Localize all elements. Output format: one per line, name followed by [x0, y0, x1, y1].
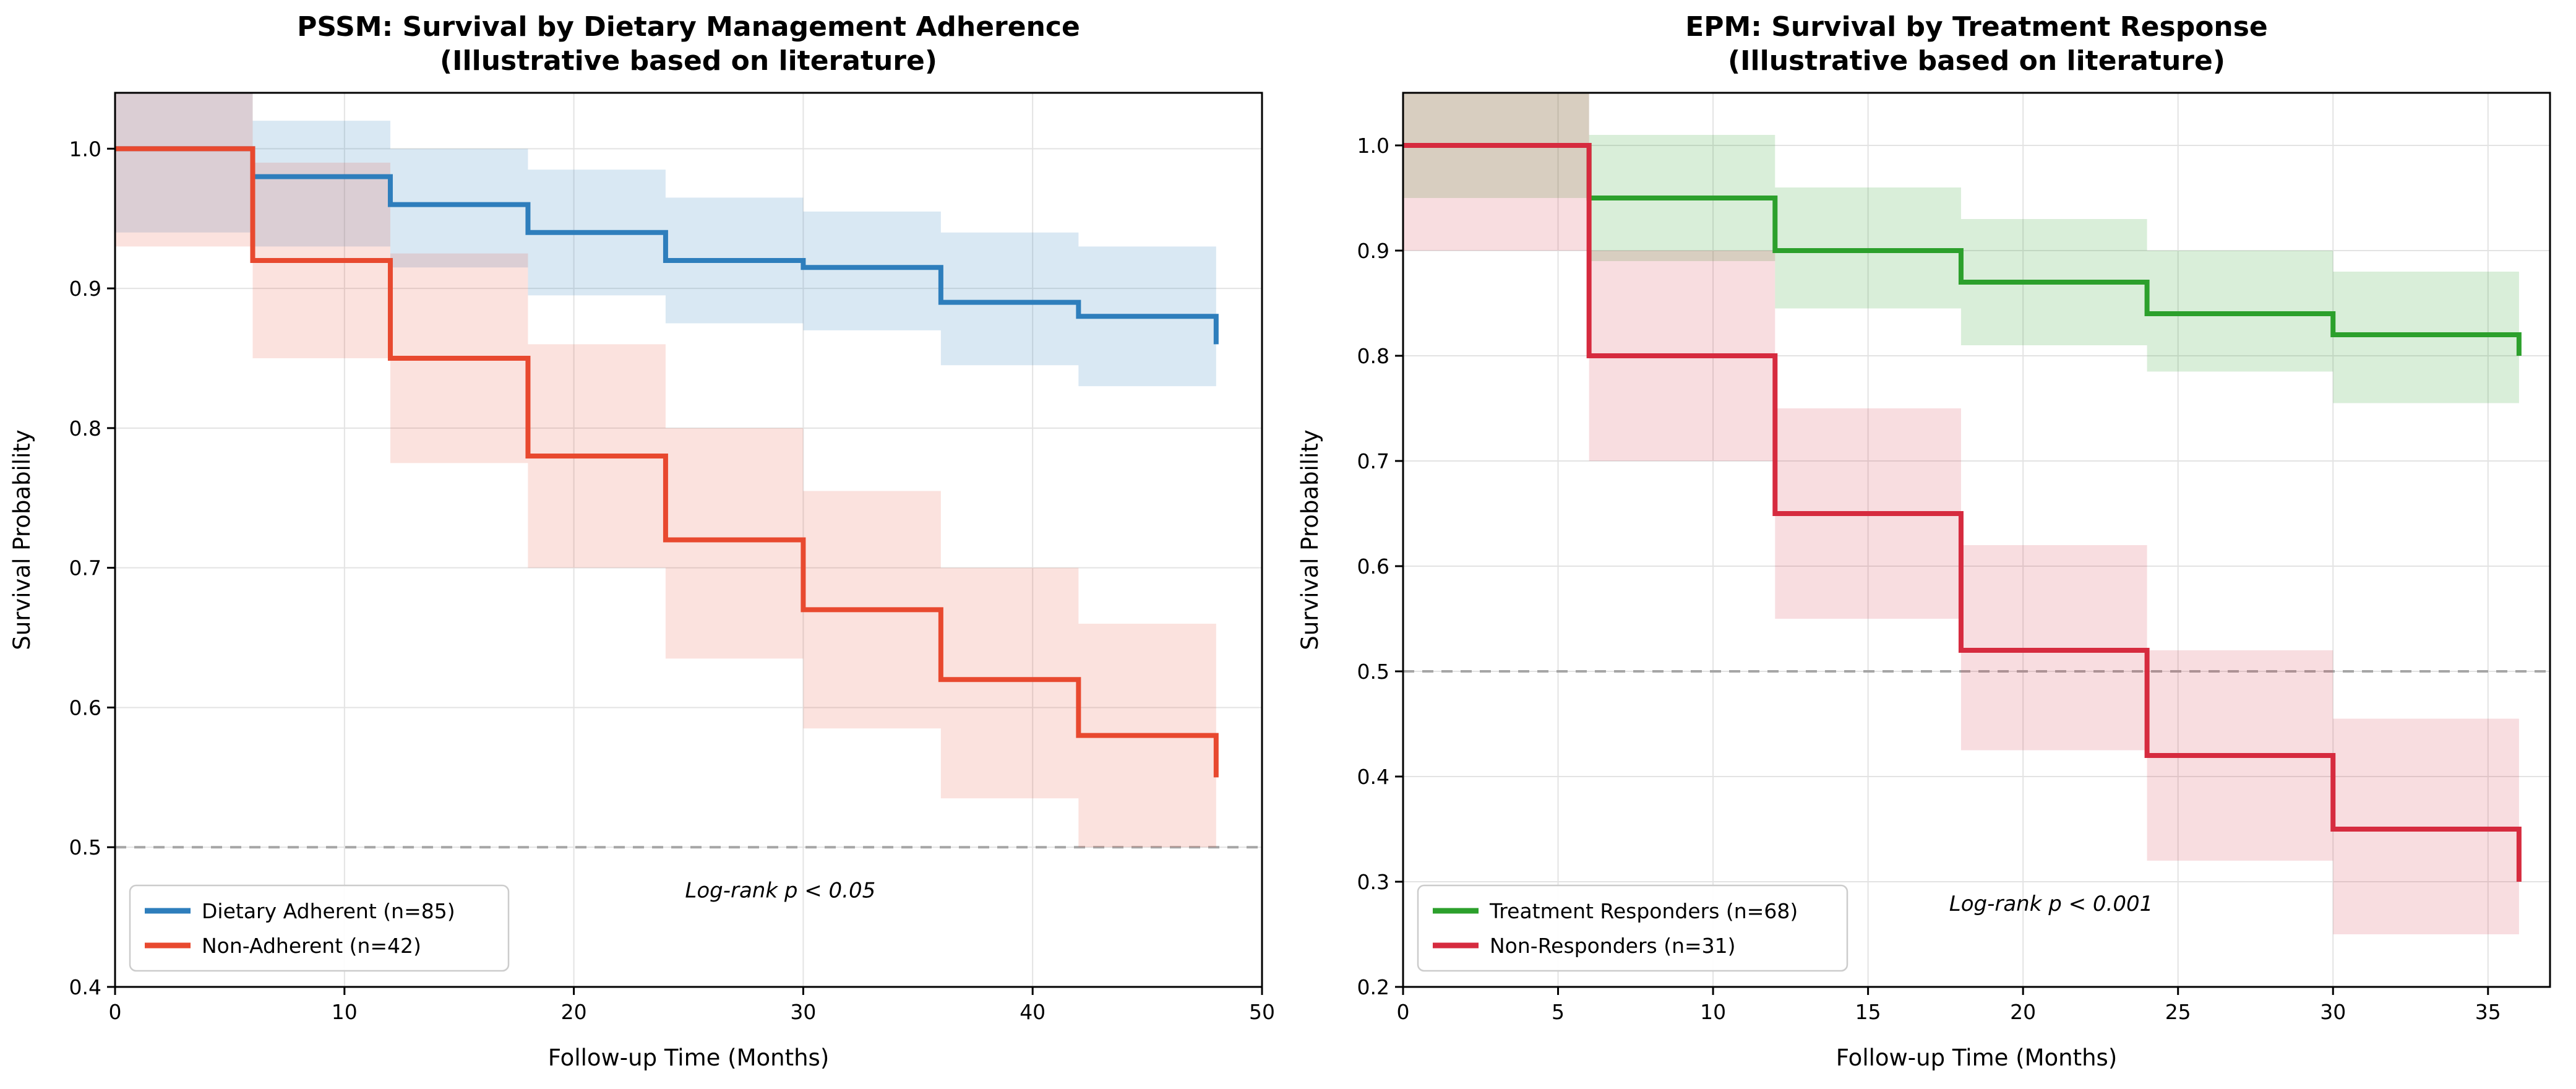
survival-curve-0 — [115, 146, 1219, 345]
legend-box — [129, 884, 510, 972]
y-tick-label: 0.2 — [1357, 975, 1389, 999]
chart-title: PSSM: Survival by Dietary Management Adh… — [297, 11, 1080, 43]
epm-survival-chart: 0 5 10 15 20 25 30 35 0.2 0.3 0.4 0.5 0.6 0.7 0.8 0.9 1.… — [1297, 11, 2551, 1071]
axes-frame — [1402, 92, 2551, 988]
y-tick-label: 0.9 — [1357, 239, 1389, 263]
x-tick-label: 30 — [2320, 1000, 2346, 1024]
y-axis-label: Survival Probability — [9, 429, 35, 650]
y-tick-label: 0.8 — [69, 416, 101, 441]
legend-label-0: Treatment Responders (n=68) — [1489, 899, 1798, 923]
logrank-annotation: Log-rank p < 0.05 — [685, 879, 875, 903]
survival-curve-1 — [115, 146, 1219, 778]
x-tick-label: 25 — [2165, 1000, 2191, 1024]
chart-panel-epm: 0 5 10 15 20 25 30 35 0.2 0.3 0.4 0.5 0.6 0.7 0.8 0.9 1.… — [1288, 0, 2576, 1089]
y-tick-label: 0.8 — [1357, 344, 1389, 368]
y-tick-label: 0.3 — [1357, 870, 1389, 894]
x-axis-label: Follow-up Time (Months) — [1836, 1044, 2118, 1071]
x-axis-ticks: 0 5 10 15 20 25 30 35 — [1397, 987, 2501, 1024]
x-tick-label: 30 — [790, 1000, 816, 1024]
y-tick-label: 1.0 — [69, 137, 101, 161]
chart-subtitle: (Illustrative based on literature) — [1728, 45, 2225, 77]
y-tick-label: 0.7 — [69, 556, 101, 580]
grid-lines — [114, 93, 1263, 988]
logrank-annotation: Log-rank p < 0.001 — [1949, 892, 2153, 916]
chart-title: EPM: Survival by Treatment Response — [1685, 11, 2268, 43]
x-tick-label: 40 — [1020, 1000, 1045, 1024]
chart-subtitle: (Illustrative based on literature) — [440, 45, 937, 77]
y-tick-label: 0.5 — [1357, 660, 1389, 684]
plot-area — [1403, 93, 2550, 987]
y-tick-label: 0.7 — [1357, 449, 1389, 473]
x-tick-label: 10 — [1700, 1000, 1726, 1024]
axes-frame — [114, 92, 1263, 988]
y-tick-label: 0.6 — [1357, 554, 1389, 579]
x-tick-label: 0 — [109, 1000, 122, 1024]
y-tick-label: 0.5 — [69, 835, 101, 859]
y-tick-label: 0.6 — [69, 695, 101, 720]
x-tick-label: 50 — [1249, 1000, 1275, 1024]
y-axis-label: Survival Probability — [1297, 429, 1323, 650]
legend-label-0: Dietary Adherent (n=85) — [202, 899, 455, 923]
legend-label-1: Non-Adherent (n=42) — [202, 934, 421, 958]
legend: Treatment Responders (n=68) Non-Responder… — [1417, 884, 1848, 972]
legend-label-1: Non-Responders (n=31) — [1490, 934, 1736, 958]
pssm-survival-chart: 0 10 20 30 40 50 0.4 0.5 0.6 0.7 0.8 0.9 1.0 Follow-u… — [9, 11, 1275, 1071]
y-tick-label: 0.4 — [1357, 765, 1389, 789]
x-tick-label: 15 — [1855, 1000, 1881, 1024]
y-tick-label: 1.0 — [1357, 134, 1389, 158]
y-tick-label: 0.9 — [69, 277, 101, 301]
y-axis-ticks: 0.2 0.3 0.4 0.5 0.6 0.7 0.8 0.9 1.0 — [1357, 134, 1403, 999]
x-tick-label: 20 — [2010, 1000, 2036, 1024]
x-tick-label: 10 — [332, 1000, 358, 1024]
x-axis-label: Follow-up Time (Months) — [548, 1044, 830, 1071]
legend-box — [1417, 884, 1848, 972]
y-axis-ticks: 0.4 0.5 0.6 0.7 0.8 0.9 1.0 — [69, 137, 115, 999]
x-axis-ticks: 0 10 20 30 40 50 — [109, 987, 1275, 1024]
legend: Dietary Adherent (n=85) Non-Adherent (n=4… — [129, 884, 510, 972]
x-tick-label: 0 — [1397, 1000, 1410, 1024]
x-tick-label: 20 — [561, 1000, 587, 1024]
y-tick-label: 0.4 — [69, 975, 101, 999]
survival-curve-1 — [1403, 143, 2522, 882]
x-tick-label: 35 — [2475, 1000, 2501, 1024]
chart-panel-pssm: 0 10 20 30 40 50 0.4 0.5 0.6 0.7 0.8 0.9 1.0 Follow-u… — [9, 11, 1275, 1071]
x-tick-label: 5 — [1552, 1000, 1565, 1024]
